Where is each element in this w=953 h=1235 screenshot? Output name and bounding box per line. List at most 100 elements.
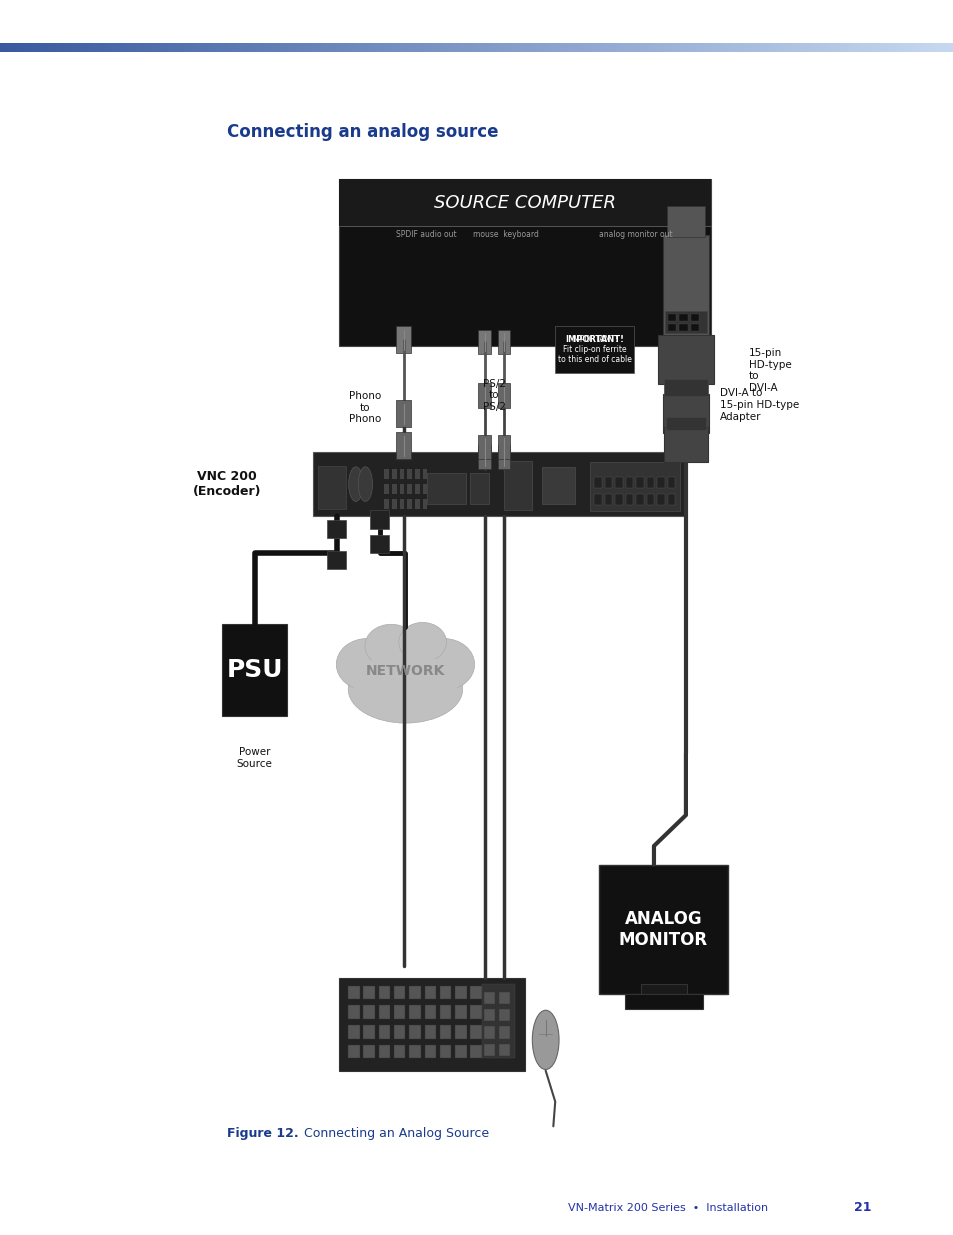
Bar (760, 43, 763, 52)
Text: VN-Matrix 200 Series  •  Installation: VN-Matrix 200 Series • Installation (567, 1203, 767, 1213)
Bar (867, 43, 871, 52)
Bar (155, 43, 160, 52)
Bar (274, 43, 277, 52)
Bar (54, 43, 58, 52)
Bar (534, 43, 537, 52)
Bar (197, 43, 201, 52)
Bar (645, 43, 649, 52)
Bar (810, 43, 814, 52)
Bar (324, 43, 328, 52)
Bar (636, 43, 639, 52)
Bar (35, 43, 39, 52)
Bar (143, 43, 147, 52)
Bar (426, 43, 430, 52)
Bar (591, 43, 595, 52)
Bar (636, 477, 643, 488)
Bar (521, 43, 525, 52)
Bar (295, 43, 299, 52)
Bar (880, 43, 884, 52)
Bar (57, 43, 61, 52)
Bar (448, 43, 452, 52)
Bar (562, 43, 566, 52)
Bar (470, 43, 475, 52)
Bar (340, 43, 344, 52)
Text: Connecting an Analog Source: Connecting an Analog Source (295, 1128, 488, 1140)
Bar (541, 467, 575, 504)
Bar (696, 43, 700, 52)
Bar (226, 43, 230, 52)
Text: PS/2
to
PS/2: PS/2 to PS/2 (482, 379, 505, 411)
Bar (667, 477, 675, 488)
Bar (479, 43, 484, 52)
Bar (584, 43, 589, 52)
Bar (38, 43, 42, 52)
Bar (832, 43, 837, 52)
Bar (372, 43, 375, 52)
Bar (500, 1045, 512, 1058)
Bar (658, 43, 661, 52)
Bar (191, 43, 194, 52)
Bar (369, 43, 373, 52)
Bar (16, 43, 20, 52)
Bar (216, 43, 220, 52)
Bar (394, 1045, 405, 1058)
Bar (883, 43, 887, 52)
Bar (470, 1045, 481, 1058)
Bar (483, 1009, 495, 1021)
Bar (407, 43, 411, 52)
Bar (625, 477, 633, 488)
Bar (737, 43, 741, 52)
Bar (41, 43, 46, 52)
Bar (498, 1044, 510, 1056)
Bar (439, 1005, 451, 1019)
Bar (874, 43, 878, 52)
Bar (181, 43, 185, 52)
Bar (219, 43, 223, 52)
Bar (429, 43, 433, 52)
Bar (667, 324, 676, 331)
Bar (232, 43, 236, 52)
Text: ANALOG
MONITOR: ANALOG MONITOR (618, 910, 707, 948)
Bar (150, 43, 153, 52)
Bar (338, 179, 710, 226)
Bar (388, 43, 392, 52)
Bar (750, 43, 754, 52)
Bar (378, 43, 382, 52)
Text: PSU: PSU (226, 658, 283, 682)
Bar (496, 43, 499, 52)
Bar (594, 43, 598, 52)
Bar (455, 986, 466, 999)
Bar (279, 43, 284, 52)
Bar (317, 466, 346, 509)
Bar (718, 43, 722, 52)
Text: mouse  keyboard: mouse keyboard (472, 230, 538, 240)
Bar (655, 43, 659, 52)
Bar (334, 43, 337, 52)
Bar (556, 43, 560, 52)
Bar (594, 494, 601, 505)
Bar (498, 1009, 510, 1021)
Bar (298, 43, 303, 52)
Bar (363, 1005, 375, 1019)
Bar (677, 43, 680, 52)
Bar (422, 43, 427, 52)
Bar (276, 43, 280, 52)
Bar (699, 43, 703, 52)
Bar (64, 43, 68, 52)
Bar (781, 43, 785, 52)
Bar (248, 43, 252, 52)
Bar (409, 986, 420, 999)
Bar (305, 43, 309, 52)
Bar (727, 43, 732, 52)
Bar (666, 206, 704, 237)
Bar (400, 43, 404, 52)
Bar (686, 43, 690, 52)
Bar (397, 43, 401, 52)
Bar (817, 43, 821, 52)
Bar (841, 43, 846, 52)
Bar (610, 43, 614, 52)
Bar (664, 43, 668, 52)
Bar (102, 43, 106, 52)
Bar (550, 43, 554, 52)
Ellipse shape (412, 638, 474, 690)
